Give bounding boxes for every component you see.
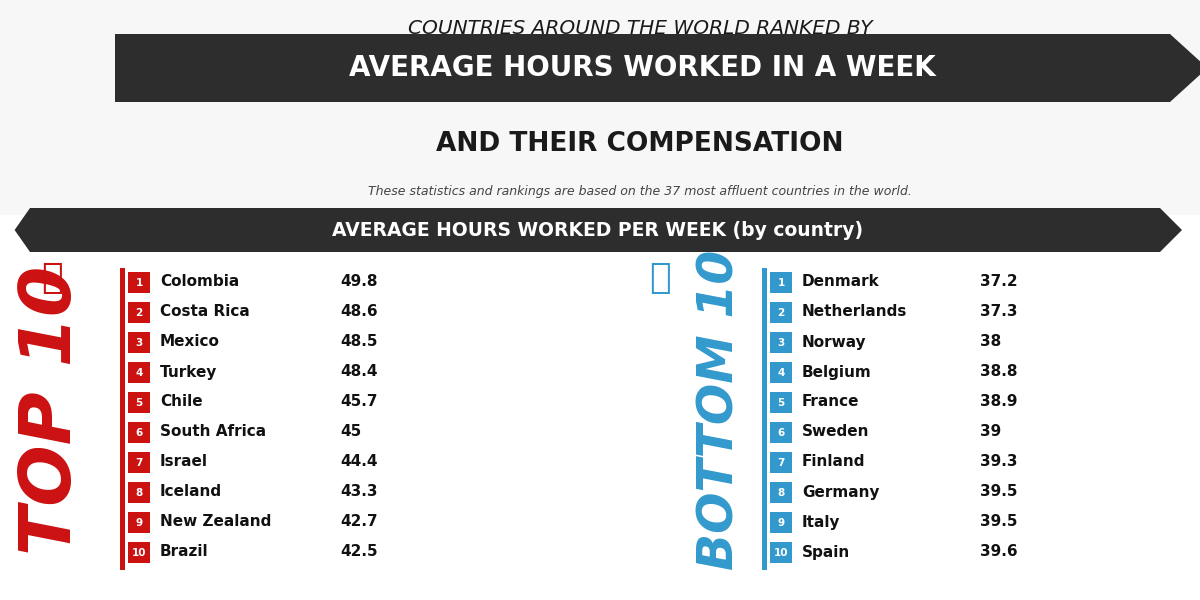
Text: 45: 45: [340, 425, 361, 439]
FancyBboxPatch shape: [0, 0, 1200, 215]
FancyBboxPatch shape: [770, 452, 792, 473]
Text: 3: 3: [136, 337, 143, 347]
Text: Italy: Italy: [802, 514, 840, 529]
FancyBboxPatch shape: [128, 302, 150, 323]
Polygon shape: [30, 208, 1160, 252]
FancyBboxPatch shape: [770, 392, 792, 413]
Text: Israel: Israel: [160, 455, 208, 469]
Polygon shape: [115, 34, 1170, 102]
Text: 6: 6: [136, 427, 143, 437]
Text: 44.4: 44.4: [340, 455, 378, 469]
Text: AND THEIR COMPENSATION: AND THEIR COMPENSATION: [437, 131, 844, 157]
Text: 5: 5: [778, 397, 785, 407]
Text: 2: 2: [778, 307, 785, 317]
Text: These statistics and rankings are based on the 37 most affluent countries in the: These statistics and rankings are based …: [368, 185, 912, 199]
Text: Germany: Germany: [802, 485, 880, 499]
FancyBboxPatch shape: [128, 392, 150, 413]
Text: 39.5: 39.5: [980, 485, 1018, 499]
Text: 5: 5: [136, 397, 143, 407]
Text: 48.5: 48.5: [340, 335, 378, 349]
Text: COUNTRIES AROUND THE WORLD RANKED BY: COUNTRIES AROUND THE WORLD RANKED BY: [408, 19, 872, 37]
Text: 10: 10: [132, 547, 146, 557]
Text: 10: 10: [774, 547, 788, 557]
Text: 43.3: 43.3: [340, 485, 378, 499]
Text: Costa Rica: Costa Rica: [160, 304, 250, 319]
Text: 39.6: 39.6: [980, 545, 1018, 559]
FancyBboxPatch shape: [770, 332, 792, 353]
Text: 38: 38: [980, 335, 1001, 349]
Polygon shape: [1170, 34, 1200, 102]
Polygon shape: [14, 208, 46, 252]
FancyBboxPatch shape: [128, 332, 150, 353]
FancyBboxPatch shape: [770, 422, 792, 443]
Text: France: France: [802, 395, 859, 409]
Text: 6: 6: [778, 427, 785, 437]
Text: Sweden: Sweden: [802, 425, 870, 439]
Text: Spain: Spain: [802, 545, 851, 559]
Text: 39.3: 39.3: [980, 455, 1018, 469]
FancyBboxPatch shape: [770, 542, 792, 563]
Text: Denmark: Denmark: [802, 275, 880, 289]
Text: 4: 4: [136, 367, 143, 377]
FancyBboxPatch shape: [120, 268, 125, 570]
FancyBboxPatch shape: [128, 272, 150, 293]
FancyBboxPatch shape: [128, 512, 150, 533]
Text: 👍: 👍: [649, 261, 671, 295]
Text: 48.6: 48.6: [340, 304, 378, 319]
FancyBboxPatch shape: [770, 512, 792, 533]
Text: 37.3: 37.3: [980, 304, 1018, 319]
Text: 👎: 👎: [41, 261, 62, 295]
Text: 45.7: 45.7: [340, 395, 378, 409]
FancyBboxPatch shape: [762, 268, 767, 570]
Text: Chile: Chile: [160, 395, 203, 409]
FancyBboxPatch shape: [770, 272, 792, 293]
Text: AVERAGE HOURS WORKED PER WEEK (by country): AVERAGE HOURS WORKED PER WEEK (by countr…: [331, 220, 863, 239]
Text: 7: 7: [778, 457, 785, 467]
Text: 3: 3: [778, 337, 785, 347]
Text: 8: 8: [778, 487, 785, 497]
Text: New Zealand: New Zealand: [160, 514, 271, 529]
Text: 4: 4: [778, 367, 785, 377]
Text: 8: 8: [136, 487, 143, 497]
Text: 9: 9: [778, 517, 785, 527]
Polygon shape: [1160, 208, 1182, 252]
Text: 39.5: 39.5: [980, 514, 1018, 529]
Text: 1: 1: [778, 277, 785, 287]
FancyBboxPatch shape: [770, 362, 792, 383]
FancyBboxPatch shape: [770, 302, 792, 323]
FancyBboxPatch shape: [128, 542, 150, 563]
Text: 9: 9: [136, 517, 143, 527]
Text: 2: 2: [136, 307, 143, 317]
Text: 48.4: 48.4: [340, 364, 378, 379]
Text: 42.7: 42.7: [340, 514, 378, 529]
Text: South Africa: South Africa: [160, 425, 266, 439]
Text: 1: 1: [136, 277, 143, 287]
Text: Mexico: Mexico: [160, 335, 220, 349]
Text: 7: 7: [136, 457, 143, 467]
Text: Brazil: Brazil: [160, 545, 209, 559]
FancyBboxPatch shape: [128, 482, 150, 503]
Text: 49.8: 49.8: [340, 275, 378, 289]
Text: 39: 39: [980, 425, 1001, 439]
Text: Finland: Finland: [802, 455, 865, 469]
Text: Netherlands: Netherlands: [802, 304, 907, 319]
Text: AVERAGE HOURS WORKED IN A WEEK: AVERAGE HOURS WORKED IN A WEEK: [349, 54, 936, 82]
Text: 37.2: 37.2: [980, 275, 1018, 289]
Text: 38.8: 38.8: [980, 364, 1018, 379]
Text: Iceland: Iceland: [160, 485, 222, 499]
Text: Norway: Norway: [802, 335, 866, 349]
FancyBboxPatch shape: [770, 482, 792, 503]
Text: 38.9: 38.9: [980, 395, 1018, 409]
Text: Belgium: Belgium: [802, 364, 871, 379]
Text: 42.5: 42.5: [340, 545, 378, 559]
FancyBboxPatch shape: [128, 452, 150, 473]
FancyBboxPatch shape: [128, 362, 150, 383]
Text: Turkey: Turkey: [160, 364, 217, 379]
Text: BOTTOM 10: BOTTOM 10: [696, 250, 744, 570]
Text: TOP 10: TOP 10: [18, 265, 86, 554]
FancyBboxPatch shape: [128, 422, 150, 443]
Text: Colombia: Colombia: [160, 275, 239, 289]
